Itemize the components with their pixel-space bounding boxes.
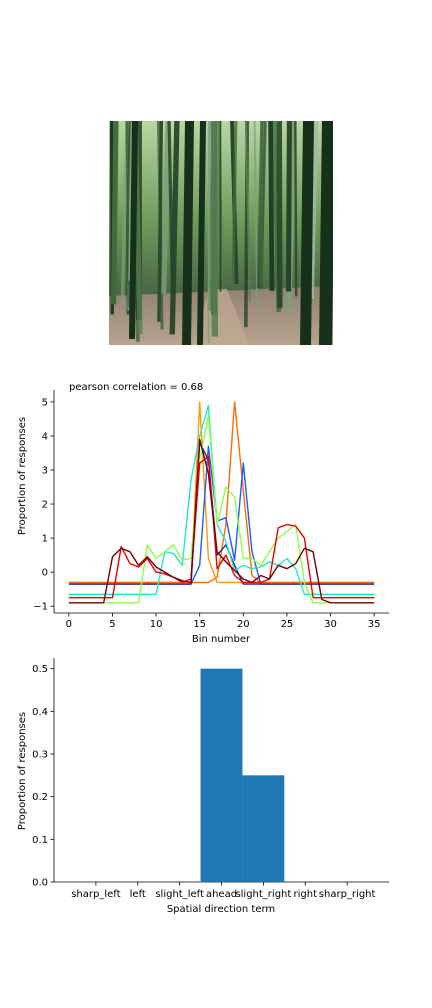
bamboo-stalk xyxy=(294,121,298,297)
series-line-5 xyxy=(68,414,375,604)
y-tick-label: 4 xyxy=(42,431,48,442)
y-tick-label: 0.5 xyxy=(32,664,48,675)
x-tick-label: 5 xyxy=(109,619,115,630)
bamboo-stalk xyxy=(207,121,211,343)
x-tick-label: left xyxy=(130,889,146,900)
bamboo-stalk xyxy=(276,121,283,309)
bamboo-stalk xyxy=(197,121,206,345)
bamboo-forest-photo xyxy=(109,121,333,345)
series-line-6 xyxy=(68,455,375,599)
bamboo-stalk xyxy=(161,121,171,294)
series-line-4 xyxy=(68,404,375,596)
x-tick-label: 15 xyxy=(193,619,206,630)
bamboo-stalk xyxy=(244,121,251,301)
chart-title: pearson correlation = 0.68 xyxy=(69,382,203,393)
bar-slight_right xyxy=(242,775,285,882)
bamboo-stalk xyxy=(300,121,314,345)
x-tick-label: 10 xyxy=(150,619,163,630)
bamboo-stalk xyxy=(319,121,333,345)
y-tick-label: 3 xyxy=(42,466,48,477)
bamboo-stalk xyxy=(210,121,219,337)
x-tick-label: 0 xyxy=(66,619,72,630)
bamboo-stalk xyxy=(167,121,175,295)
y-tick-label: 2 xyxy=(42,500,48,511)
x-tick-label: 35 xyxy=(368,619,381,630)
bamboo-stalk xyxy=(110,121,119,305)
x-tick-label: ahead xyxy=(206,889,237,900)
y-tick-label: 0.2 xyxy=(32,792,48,803)
y-tick-label: 0.4 xyxy=(32,707,48,718)
x-tick-label: 30 xyxy=(324,619,337,630)
line-chart: pearson correlation = 0.68 0 5 10 15 20 25 30 3… xyxy=(17,382,389,645)
x-tick-label: 25 xyxy=(281,619,294,630)
x-tick-label: slight_left xyxy=(155,889,204,900)
series-line-7 xyxy=(68,438,375,604)
series-line-2 xyxy=(68,445,375,585)
y-axis-label: Proportion of responses xyxy=(17,712,28,830)
bar-ahead xyxy=(200,668,243,882)
x-tick-label: sharp_left xyxy=(71,889,120,900)
bamboo-stalk xyxy=(129,121,138,339)
y-axis-label: Proportion of responses xyxy=(17,417,28,535)
bamboo-stalk xyxy=(253,121,259,308)
series-line-3 xyxy=(68,442,375,585)
bamboo-stalk xyxy=(268,121,275,291)
bamboo-stalk xyxy=(182,121,194,345)
x-tick-label: right xyxy=(294,889,318,900)
bar-chart: 0.0 0.1 0.2 0.3 0.4 0.5 sharp_left left slight_l… xyxy=(17,658,389,915)
x-tick-label: 20 xyxy=(237,619,250,630)
x-axis-label: Spatial direction term xyxy=(167,904,275,915)
bamboo-stalk xyxy=(260,121,264,286)
x-tick-label: sharp_right xyxy=(319,889,376,900)
bamboo-stalk xyxy=(286,121,292,292)
y-tick-label: 1 xyxy=(42,534,48,545)
bamboo-stalk xyxy=(231,121,238,283)
y-tick-label: 0.3 xyxy=(32,750,48,761)
x-axis-label: Bin number xyxy=(192,634,251,645)
y-tick-label: 5 xyxy=(42,397,48,408)
y-tick-label: 0.1 xyxy=(32,835,48,846)
y-tick-label: 0 xyxy=(42,568,48,579)
y-tick-label: −1 xyxy=(33,602,48,613)
y-tick-label: 0.0 xyxy=(32,878,48,889)
bamboo-stalk xyxy=(219,121,222,292)
x-tick-label: slight_right xyxy=(235,889,291,900)
